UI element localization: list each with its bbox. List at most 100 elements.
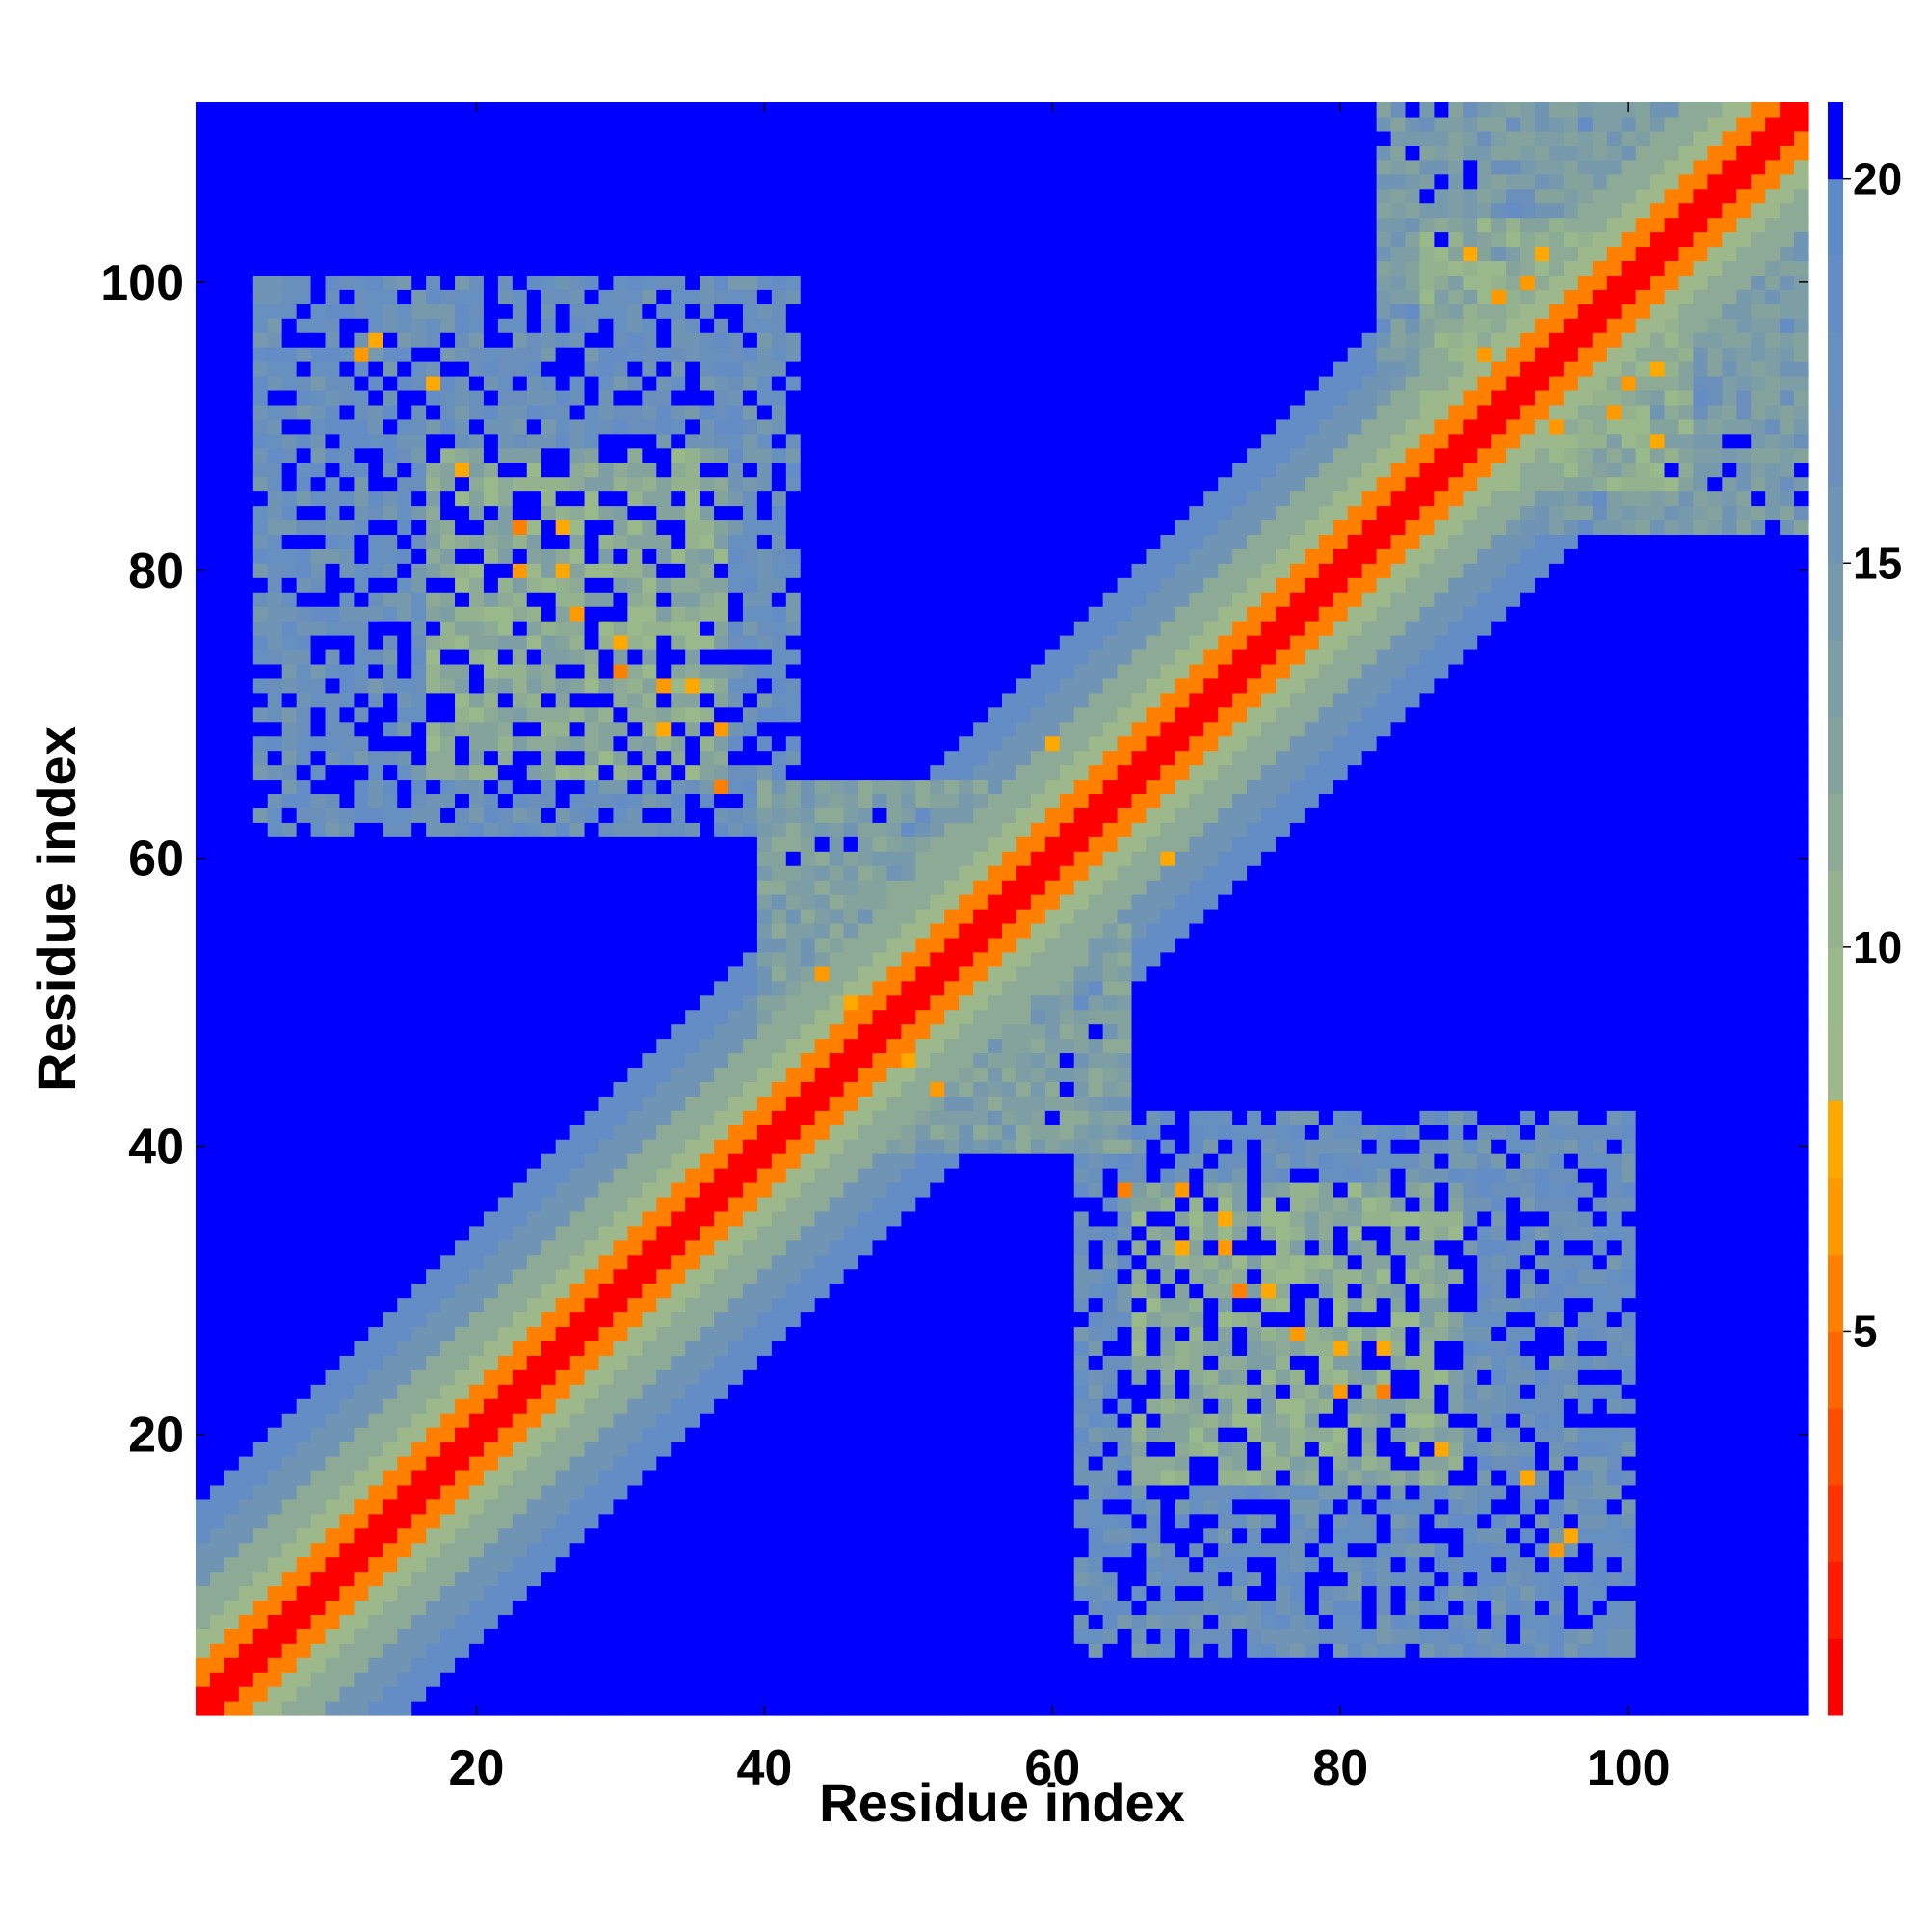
heatmap-cell [541,677,557,694]
heatmap-cell [656,1600,672,1615]
heatmap-cell [800,246,816,262]
heatmap-cell [714,1052,729,1069]
heatmap-cell [742,721,758,737]
heatmap-cell [785,1023,802,1040]
heatmap-cell [613,217,628,233]
heatmap-cell [728,1254,744,1270]
heatmap-cell [756,1254,773,1270]
heatmap-cell [742,289,758,304]
heatmap-cell [800,951,816,967]
heatmap-cell [281,1556,298,1573]
heatmap-cell [598,1614,615,1629]
heatmap-cell [383,548,398,564]
heatmap-cell [310,1469,327,1486]
heatmap-cell [613,764,628,781]
heatmap-cell [756,1355,773,1370]
heatmap-cell [814,764,831,781]
heatmap-cell [339,1268,356,1284]
heatmap-cell [714,735,729,752]
heatmap-cell [440,1672,456,1687]
heatmap-cell [671,922,686,939]
heatmap-cell [209,880,225,895]
heatmap-cell [756,1052,773,1069]
heatmap-cell [555,1168,571,1183]
heatmap-cell [468,1125,485,1140]
heatmap-cell [642,937,657,953]
heatmap-cell [497,1181,514,1198]
heatmap-cell [281,1413,298,1428]
heatmap-cell [800,260,816,276]
heatmap-cell [468,880,485,895]
heatmap-cell [339,836,356,852]
heatmap-cell [584,548,600,564]
heatmap-cell [800,621,816,636]
heatmap-cell [555,1052,571,1069]
heatmap-cell [368,1297,383,1313]
heatmap-cell [800,1139,816,1154]
heatmap-cell [296,1657,312,1673]
heatmap-cell [555,289,571,304]
heatmap-cell [627,318,643,333]
heatmap-cell [526,735,542,752]
heatmap-cell [339,202,356,219]
heatmap-cell [584,1311,600,1328]
heatmap-cell [671,1384,686,1399]
heatmap-cell [700,476,715,492]
heatmap-cell [196,1210,211,1227]
heatmap-cell [814,577,831,593]
heatmap-cell [383,894,398,910]
heatmap-cell [771,577,787,593]
heatmap-cell [339,563,356,578]
heatmap-cell [209,130,225,146]
heatmap-cell [368,577,383,593]
heatmap-cell [613,476,628,492]
heatmap-cell [714,490,729,507]
heatmap-cell [281,1139,298,1154]
heatmap-cell [700,1571,715,1587]
heatmap-cell [354,159,369,175]
heatmap-cell [829,1254,845,1270]
heatmap-cell [728,721,744,737]
heatmap-cell [814,1052,831,1069]
heatmap-cell [252,922,269,939]
heatmap-cell [785,433,802,449]
heatmap-cell [483,880,499,895]
heatmap-cell [598,1181,615,1198]
heatmap-cell [426,217,441,233]
heatmap-cell [541,577,557,593]
heatmap-cell [642,793,657,808]
heatmap-cell [642,606,657,622]
heatmap-cell [267,750,283,766]
heatmap-cell [800,1283,816,1299]
heatmap-cell [238,418,254,435]
heatmap-cell [267,1384,283,1399]
heatmap-cell [354,721,369,737]
heatmap-cell [411,1125,427,1140]
heatmap-cell [742,375,758,391]
heatmap-cell [728,1469,744,1486]
heatmap-cell [325,332,341,348]
heatmap-cell [541,462,557,478]
heatmap-cell [756,347,773,362]
heatmap-cell [671,1556,686,1573]
heatmap-cell [742,1484,758,1500]
heatmap-cell [497,894,514,910]
heatmap-cell [267,534,283,549]
heatmap-cell [411,1455,427,1471]
heatmap-cell [325,592,341,607]
heatmap-cell [440,692,456,708]
heatmap-cell [383,1268,398,1284]
heatmap-cell [555,822,571,837]
heatmap-cell [267,1196,283,1212]
heatmap-cell [714,231,729,248]
heatmap-cell [512,1413,528,1428]
heatmap-cell [483,1096,499,1111]
heatmap-cell [267,375,283,391]
heatmap-cell [411,851,427,866]
heatmap-cell [383,793,398,808]
heatmap-cell [771,361,787,377]
heatmap-cell [512,677,528,694]
heatmap-cell [325,1023,341,1040]
heatmap-cell [627,375,643,391]
heatmap-cell [296,188,312,204]
